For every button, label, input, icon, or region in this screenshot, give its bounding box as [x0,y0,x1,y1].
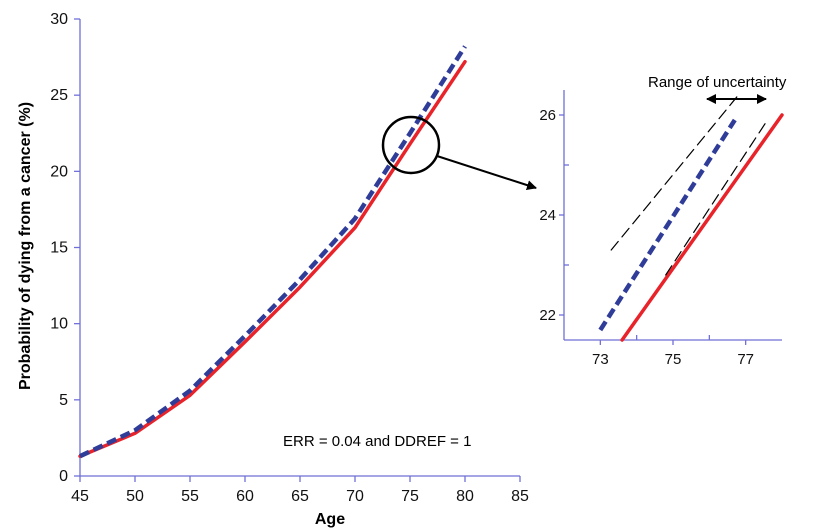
inset-y-tick-label: 24 [539,207,556,224]
y-axis-title: Probability of dying from a cancer (%) [17,102,34,390]
main-y-tick-label: 15 [50,240,68,257]
main-y-tick-label: 5 [59,392,68,409]
main-y-tick-label: 25 [50,87,68,104]
inset-x-tick-label: 77 [737,351,754,368]
main-series [78,45,467,459]
inset-series [598,94,784,342]
main-x-tick-label: 65 [291,488,309,505]
main-x-tick-label: 70 [346,488,364,505]
x-axis-title: Age [315,511,345,528]
inset-x-tick-label: 75 [665,351,682,368]
inset-tick-labels: 73 75 77 22 24 26 [539,107,754,368]
inset-series-line-dashed-1 [598,118,737,332]
inset-axes [559,90,782,345]
main-x-tick-label: 85 [511,488,529,505]
main-y-tick-label: 0 [59,468,68,485]
main-axes [74,18,521,482]
main-x-tick-label: 75 [401,488,419,505]
main-tick-labels: 45 50 55 60 65 70 75 80 85 0 5 10 15 20 25 30 [50,11,529,505]
inset-series-line-thin-dashed-2 [610,94,740,251]
err-ddref-annotation: ERR = 0.04 and DDREF = 1 [283,433,471,450]
inset-series-line-thin-dashed-3 [665,119,769,276]
main-chart: 45 50 55 60 65 70 75 80 85 0 5 10 15 20 25 30 Age Proba… [17,11,529,528]
zoom-connector-arrow [436,155,537,190]
main-x-tick-label: 80 [456,488,474,505]
main-y-tick-label: 20 [50,163,68,180]
range-of-uncertainty-label: Range of uncertainty [648,74,787,91]
main-x-tick-label: 60 [236,488,254,505]
main-x-tick-label: 55 [181,488,199,505]
main-series-line-dashed-1 [79,45,467,459]
inset-y-tick-label: 26 [539,107,556,124]
inset-chart: 73 75 77 22 24 26 Range of uncertainty [539,74,787,368]
zoom-circle [381,115,441,175]
main-x-tick-label: 50 [126,488,144,505]
inset-y-tick-label: 22 [539,307,556,324]
main-series-line-solid-0 [78,59,467,458]
main-y-tick-label: 10 [50,316,68,333]
inset-x-tick-label: 73 [592,351,609,368]
main-x-tick-label: 45 [71,488,89,505]
main-y-tick-label: 30 [50,11,68,28]
inset-series-line-solid-0 [620,113,784,342]
